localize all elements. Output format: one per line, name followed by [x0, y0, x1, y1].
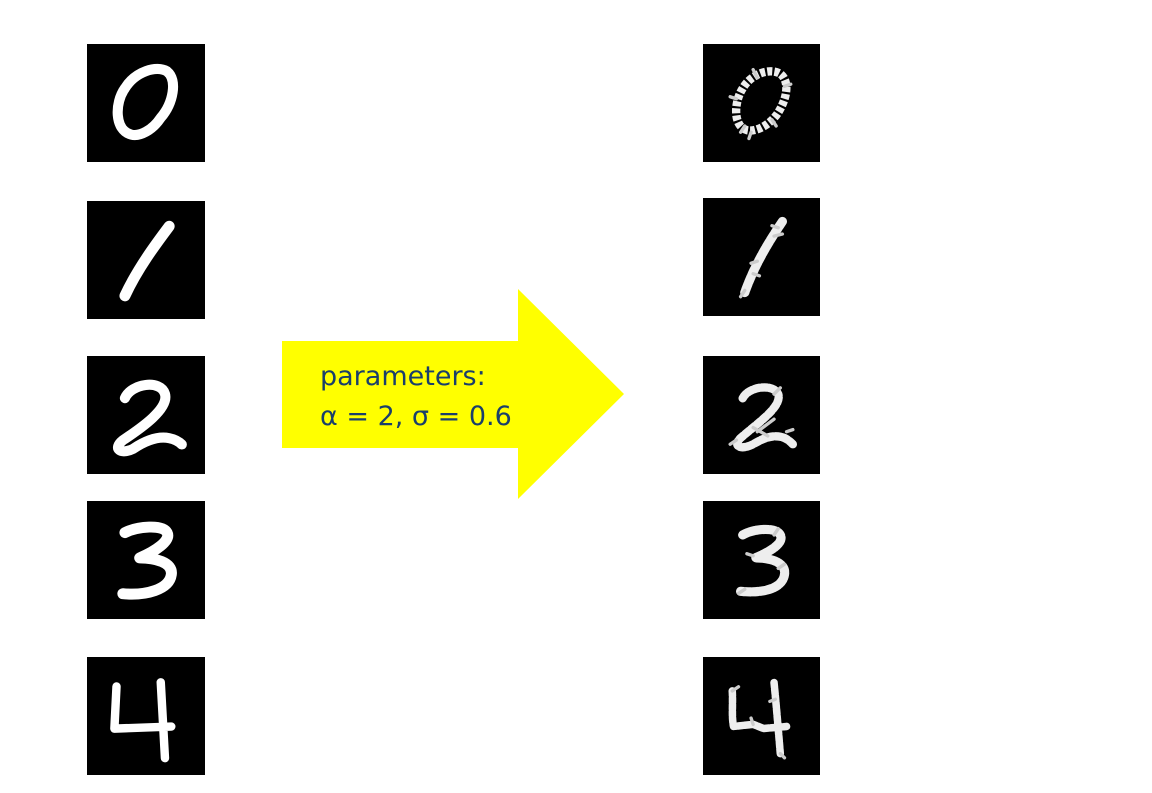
distorted-digit-2-image [703, 356, 820, 474]
distorted-digit-3-image [703, 501, 820, 619]
arrow-label: parameters: α = 2, σ = 0.6 [320, 357, 512, 437]
distorted-digit-4-image [703, 657, 820, 775]
original-digit-4-image [87, 657, 205, 775]
original-digit-1-image [87, 201, 205, 319]
distorted-digit-1-image [703, 198, 820, 316]
original-digit-0-image [87, 44, 205, 162]
parameters-values: α = 2, σ = 0.6 [320, 401, 512, 432]
original-digit-3-image [87, 501, 205, 619]
parameters-label: parameters: [320, 361, 486, 392]
transform-arrow [282, 289, 624, 499]
distorted-digit-0-image [703, 44, 820, 162]
original-digit-2-image [87, 356, 205, 474]
arrow-shape [282, 289, 624, 499]
